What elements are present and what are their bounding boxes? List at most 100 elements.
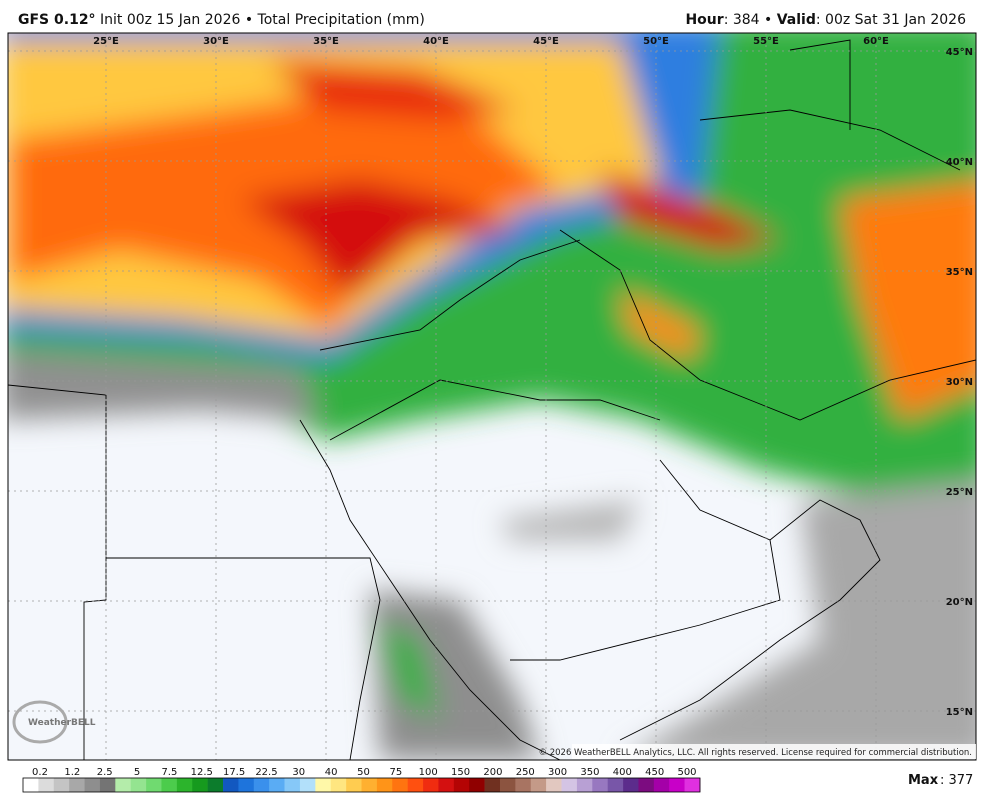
colorbar-swatch	[161, 778, 178, 792]
colorbar-swatch	[299, 778, 316, 792]
lon-label: 55°E	[753, 36, 779, 47]
colorbar-swatch	[176, 778, 193, 792]
colorbar-swatch	[330, 778, 347, 792]
colorbar-swatch	[484, 778, 501, 792]
colorbar-tick-label: 250	[516, 767, 535, 778]
colorbar-tick-label: 30	[292, 767, 305, 778]
lon-label: 60°E	[863, 36, 889, 47]
colorbar-tick-label: 5	[134, 767, 140, 778]
header-right: Hour: 384 • Valid: 00z Sat 31 Jan 2026	[685, 12, 966, 28]
colorbar-swatch	[253, 778, 270, 792]
copyright-bg	[572, 744, 976, 759]
borders	[8, 39, 976, 760]
colorbar-tick-label: 400	[613, 767, 632, 778]
colorbar-tick-label: 500	[677, 767, 696, 778]
colorbar-swatch	[238, 778, 255, 792]
colorbar-swatch	[546, 778, 562, 792]
lat-label: 45°N	[946, 47, 973, 58]
colorbar-tick-label: 0.2	[32, 767, 48, 778]
colorbar-swatch	[284, 778, 301, 792]
colorbar-swatch	[223, 778, 239, 792]
colorbar-tick-label: 200	[483, 767, 502, 778]
colorbar-swatch	[530, 778, 547, 792]
colorbar-tick-label: 50	[357, 767, 370, 778]
colorbar-tick-label: 2.5	[97, 767, 113, 778]
lat-label: 15°N	[946, 707, 973, 718]
colorbar-swatch	[84, 778, 101, 792]
colorbar-swatch	[653, 778, 670, 792]
colorbar-swatch	[623, 778, 639, 792]
copyright: © 2026 WeatherBELL Analytics, LLC. All r…	[539, 748, 972, 758]
colorbar-tick-label: 1.2	[64, 767, 80, 778]
lon-label: 45°E	[533, 36, 559, 47]
colorbar-swatch	[453, 778, 470, 792]
colorbar-swatch	[146, 778, 162, 792]
lat-label: 40°N	[946, 157, 973, 168]
lon-label: 30°E	[203, 36, 229, 47]
colorbar-tick-label: 40	[325, 767, 338, 778]
colorbar-tick-label: 75	[389, 767, 402, 778]
lat-label: 35°N	[946, 267, 973, 278]
graticule-labels: 25°E 30°E 35°E 40°E 45°E 50°E 55°E 60°E 45°N 40°N…	[93, 36, 973, 718]
colorbar-swatch	[607, 778, 624, 792]
valid: : 00z Sat 31 Jan 2026	[815, 12, 966, 28]
lon-label: 40°E	[423, 36, 449, 47]
valid-label: Valid	[776, 12, 816, 28]
colorbar-swatch	[499, 778, 516, 792]
colorbar-tick-label: 450	[645, 767, 664, 778]
graticule	[8, 33, 976, 760]
colorbar-swatch	[438, 778, 455, 792]
colorbar-swatch	[23, 778, 39, 792]
hour: : 384 •	[723, 12, 777, 28]
colorbar-tick-label: 300	[548, 767, 567, 778]
precip-field	[8, 33, 976, 760]
colorbar-swatch	[346, 778, 362, 792]
colorbar-swatch	[592, 778, 608, 792]
lon-label: 35°E	[313, 36, 339, 47]
colorbar-swatch	[207, 778, 224, 792]
colorbar-tick-label: 150	[451, 767, 470, 778]
colorbar-swatch	[561, 778, 578, 792]
colorbar-swatch	[423, 778, 439, 792]
colorbar: 0.2 1.2 2.5 5 7.5 12.5 17.5 22.5 30 40 50 75 100 150 2…	[22, 767, 701, 793]
colorbar-swatch	[392, 778, 408, 792]
lat-label: 30°N	[946, 377, 973, 388]
watermark: WeatherBELL	[28, 718, 96, 728]
hour-label: Hour	[685, 12, 724, 28]
max-label: Max	[908, 773, 939, 788]
colorbar-swatch	[361, 778, 378, 792]
colorbar-swatch	[38, 778, 55, 792]
watermark-logo	[12, 700, 68, 744]
colorbar-tick-label: 17.5	[223, 767, 245, 778]
colorbar-swatch	[684, 778, 701, 792]
lat-label: 25°N	[946, 487, 973, 498]
colorbar-tick-label: 7.5	[161, 767, 177, 778]
colorbar-swatch	[376, 778, 393, 792]
colorbar-swatch	[53, 778, 70, 792]
colorbar-frame	[22, 777, 701, 793]
colorbar-swatch	[115, 778, 132, 792]
lon-label: 25°E	[93, 36, 119, 47]
colorbar-swatch	[69, 778, 85, 792]
colorbar-swatch	[269, 778, 285, 792]
colorbar-swatch	[469, 778, 485, 792]
colorbar-swatch	[192, 778, 208, 792]
colorbar-tick-label: 12.5	[191, 767, 213, 778]
header-left: GFS 0.12° Init 00z 15 Jan 2026 • Total P…	[18, 12, 425, 28]
colorbar-swatch	[638, 778, 655, 792]
colorbar-swatch	[407, 778, 424, 792]
max-value: : 377	[940, 773, 973, 788]
colorbar-swatch	[99, 778, 116, 792]
colorbar-swatch	[515, 778, 532, 792]
colorbar-swatch	[130, 778, 147, 792]
colorbar-tick-label: 350	[580, 767, 599, 778]
colorbar-swatch	[576, 778, 593, 792]
lon-label: 50°E	[643, 36, 669, 47]
colorbar-tick-label: 100	[419, 767, 438, 778]
colorbar-tick-label: 22.5	[255, 767, 277, 778]
map-frame	[7, 32, 977, 761]
model: GFS 0.12°	[18, 12, 96, 28]
run-info: Init 00z 15 Jan 2026 • Total Precipitati…	[100, 12, 425, 28]
